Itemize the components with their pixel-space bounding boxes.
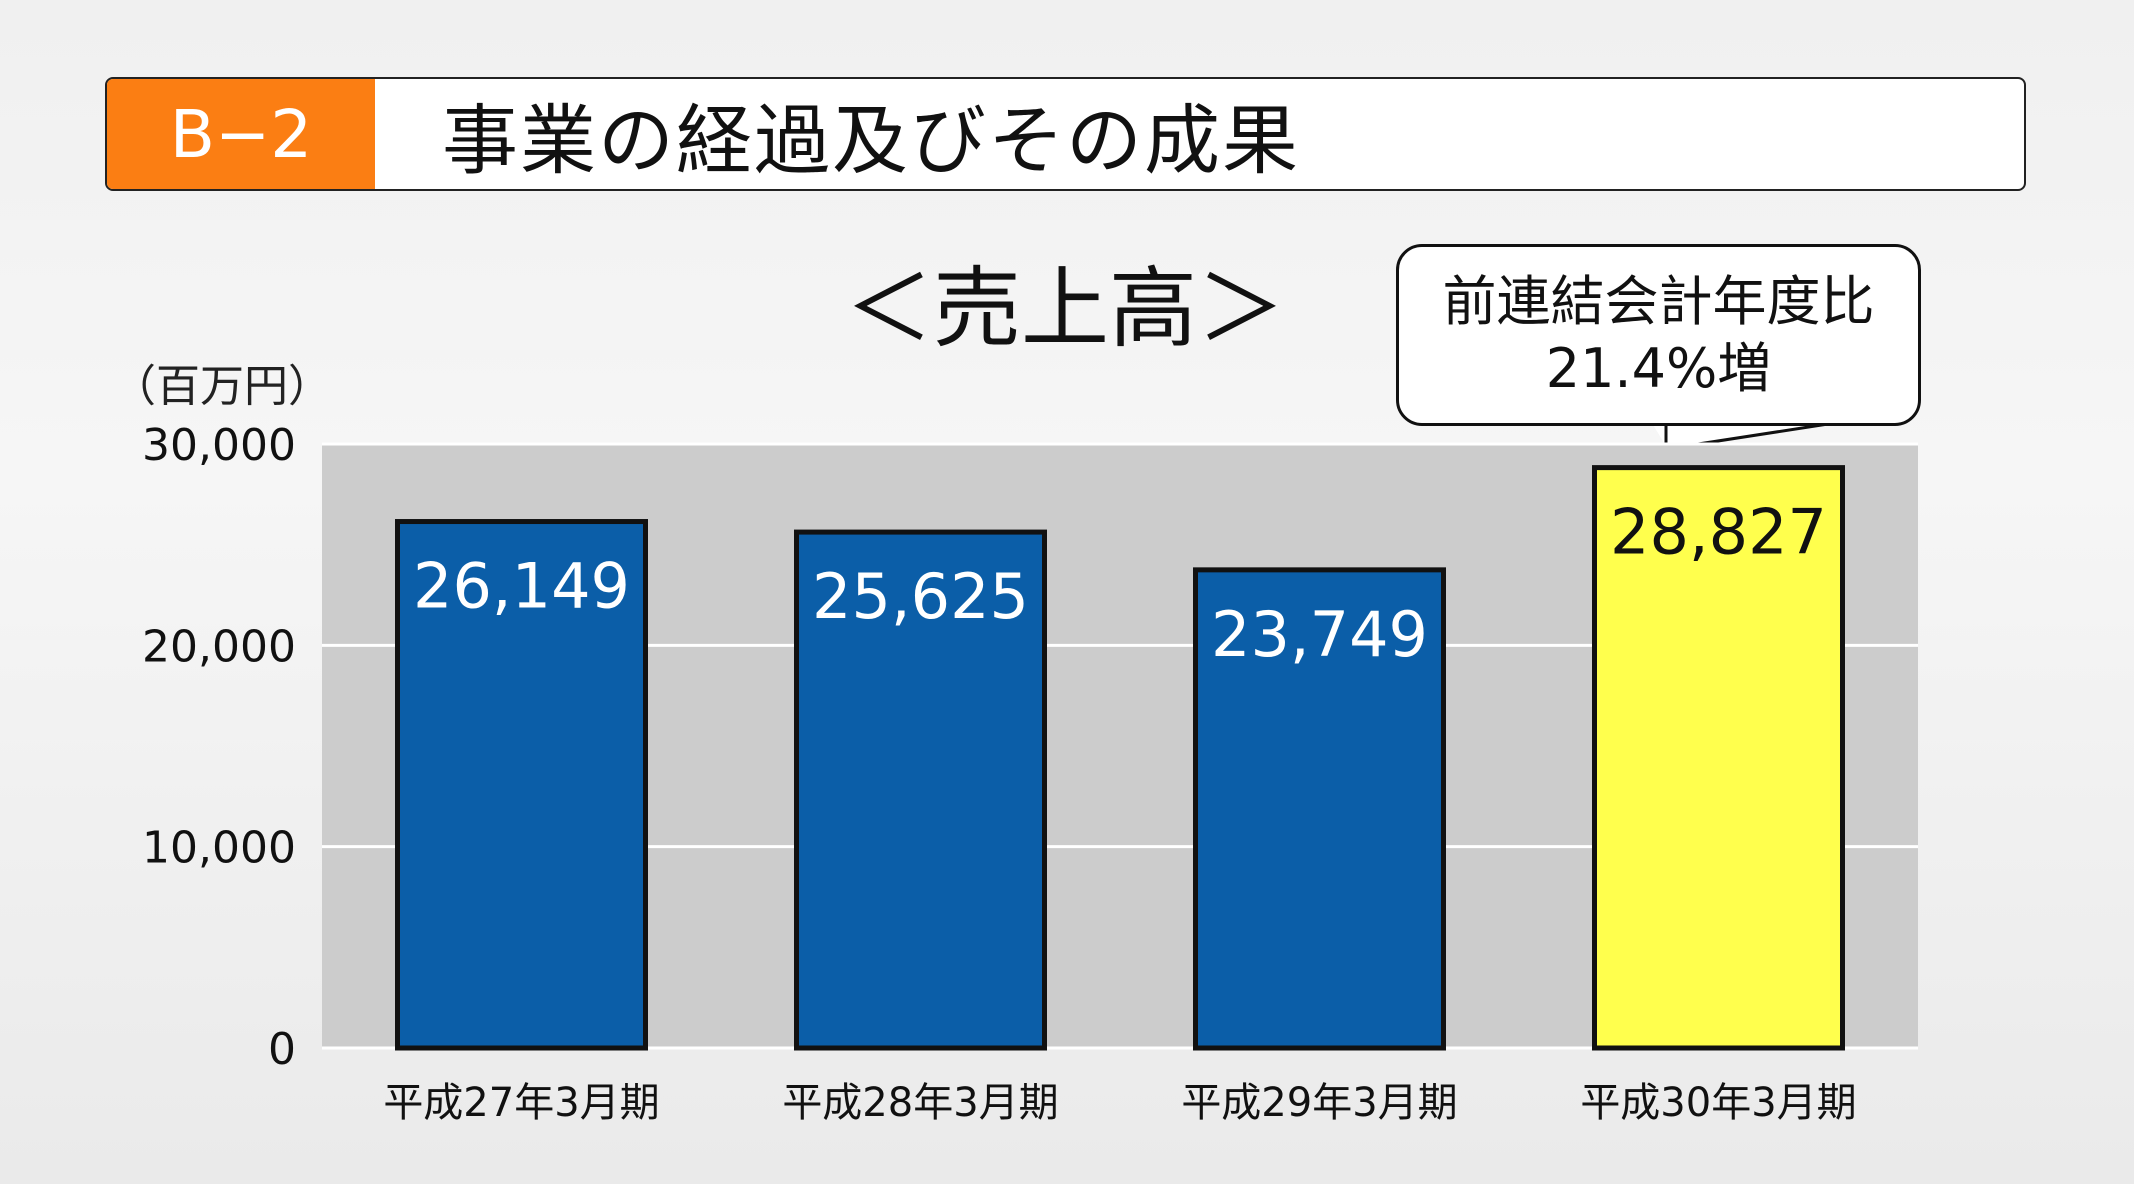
growth-callout: 前連結会計年度比 21.4%増: [1396, 244, 1921, 426]
bar-value-label: 26,149: [413, 550, 630, 623]
bar-value-label: 28,827: [1610, 496, 1827, 569]
x-tick-label: 平成30年3月期: [1580, 1080, 1856, 1126]
section-title: 事業の経過及びその成果: [442, 96, 1300, 185]
callout-line-1: 前連結会計年度比: [1442, 269, 1875, 333]
bar-value-label: 25,625: [812, 560, 1029, 633]
x-tick-label: 平成29年3月期: [1181, 1080, 1457, 1126]
bar-value-label: 23,749: [1211, 598, 1428, 671]
bar: [1592, 465, 1845, 1051]
bar: [1193, 567, 1446, 1051]
chart-title: ＜売上高＞: [845, 257, 1286, 360]
bar: [395, 519, 648, 1051]
y-tick-label: 20,000: [142, 621, 296, 672]
y-tick-label: 30,000: [142, 420, 296, 471]
section-header: B−2 事業の経過及びその成果: [105, 77, 2026, 191]
x-tick-label: 平成28年3月期: [782, 1080, 1058, 1126]
callout-line-2: 21.4%増: [1545, 337, 1772, 400]
bar: [794, 529, 1047, 1051]
x-tick-label: 平成27年3月期: [383, 1080, 659, 1126]
y-tick-label: 0: [268, 1024, 296, 1075]
section-badge: B−2: [107, 79, 375, 189]
y-tick-label: 10,000: [142, 823, 296, 874]
unit-label: （百万円）: [112, 361, 332, 412]
